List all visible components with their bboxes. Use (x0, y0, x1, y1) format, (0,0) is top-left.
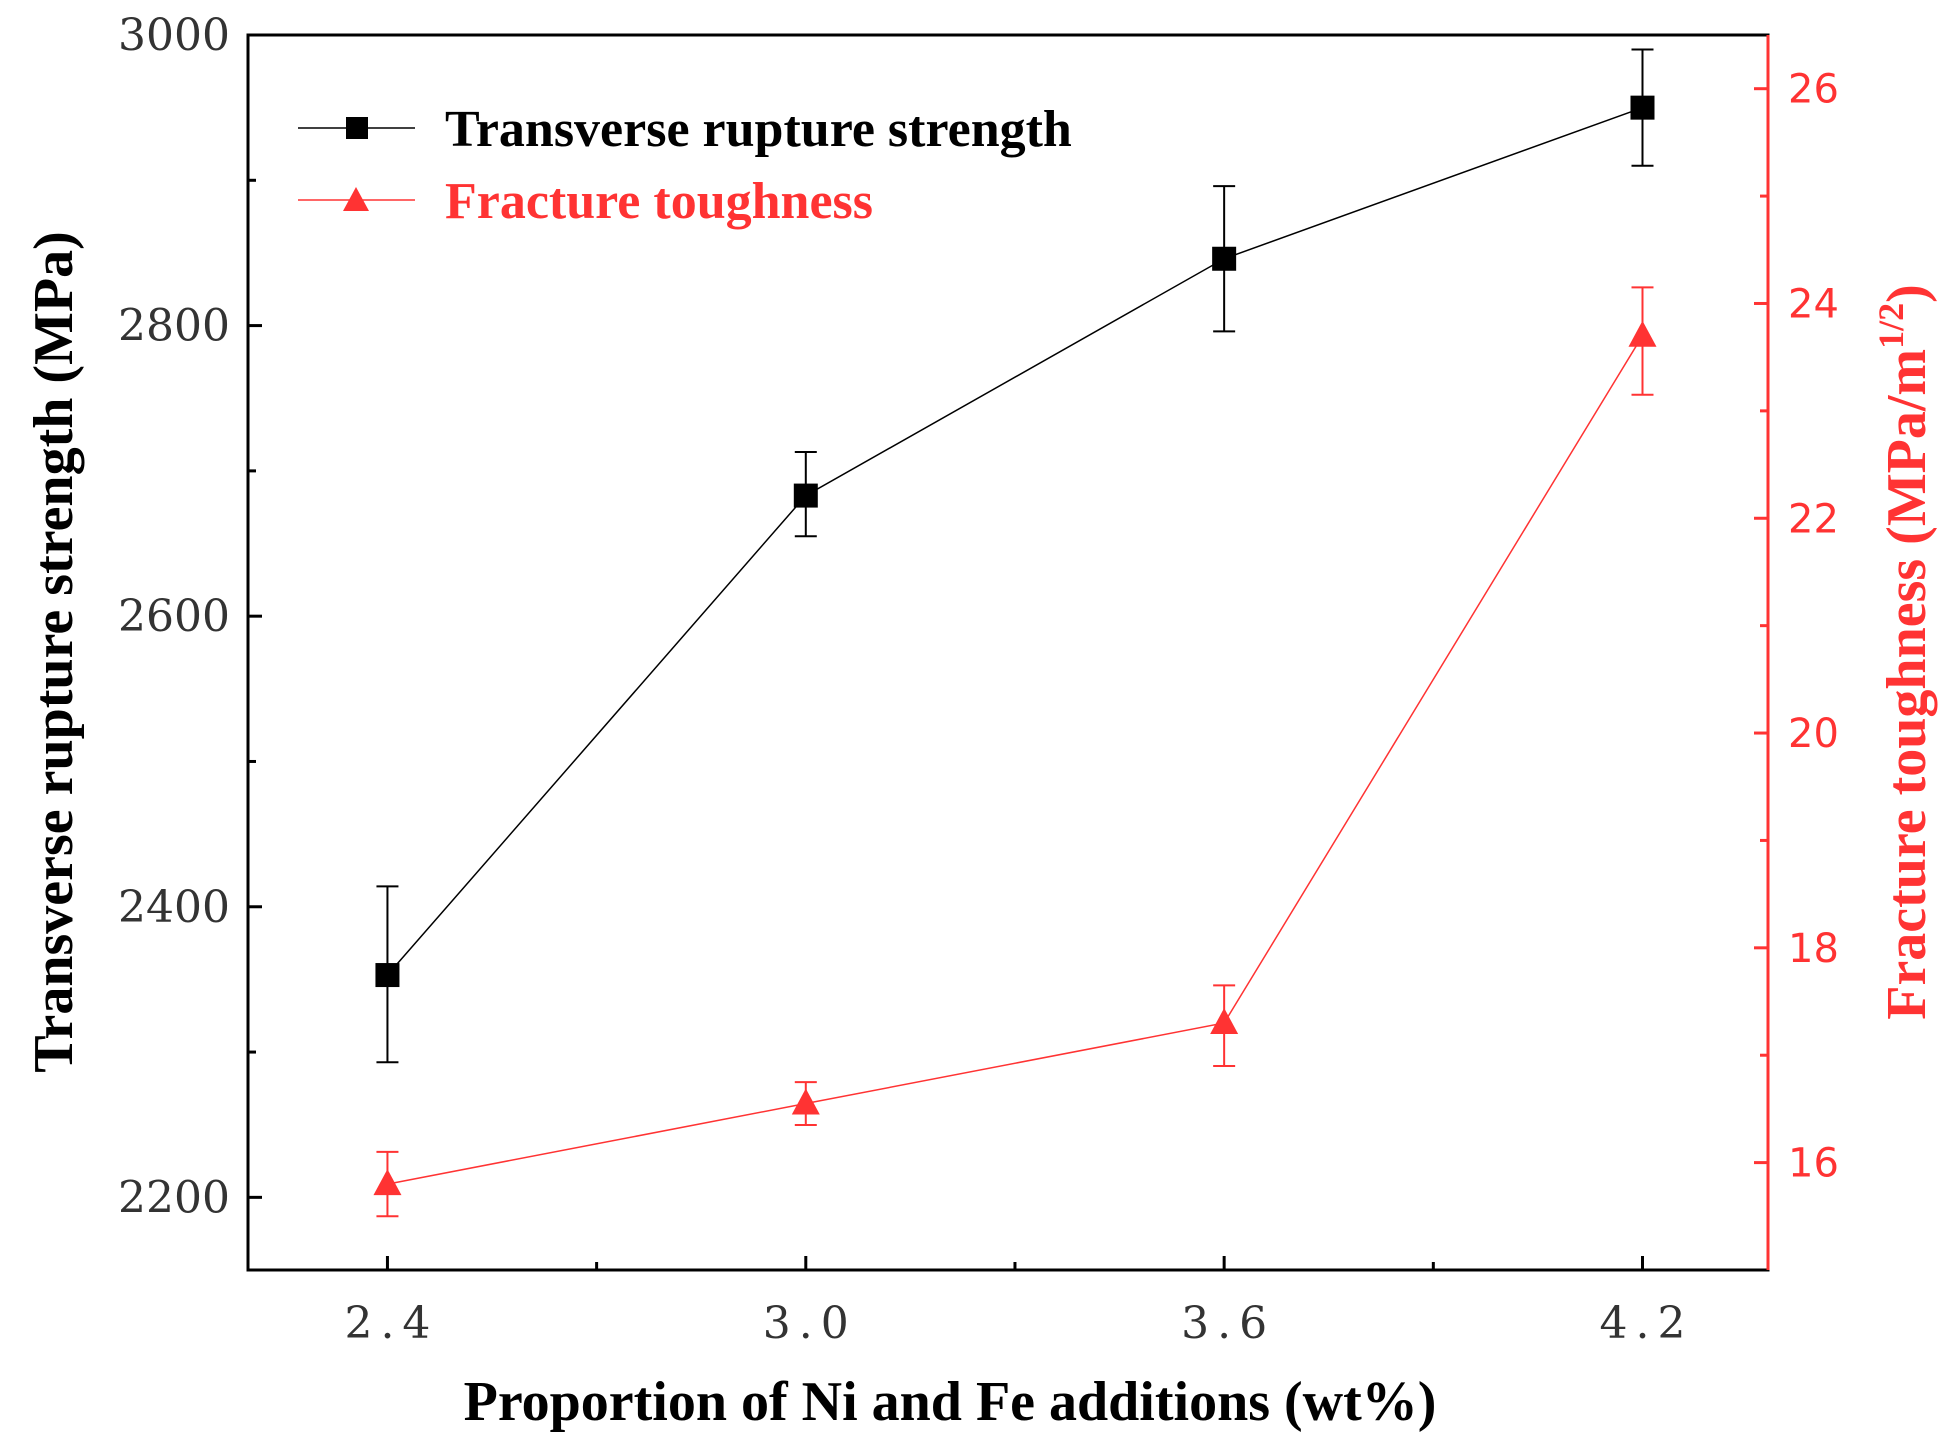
data-point-triangle (791, 1088, 820, 1115)
right-tick-label: 16 (1788, 1141, 1839, 1187)
left-axis-title: Transverse rupture strength (MPa) (23, 231, 85, 1072)
x-tick-label: 2.4 (344, 1298, 438, 1349)
left-axis-ticks: 2200 2400 2600 2800 3000 (118, 10, 262, 1223)
series-strength (375, 48, 1655, 1064)
data-point-square (1212, 246, 1237, 271)
data-point-triangle (373, 1169, 402, 1196)
right-tick-label: 22 (1788, 496, 1839, 542)
right-axis-title: Fracture toughness (MPa/m1/2) (1871, 284, 1938, 1020)
left-tick-label: 2200 (118, 1172, 230, 1223)
legend: Transverse rupture strength Fracture tou… (298, 101, 1072, 230)
left-tick-label: 2800 (118, 301, 230, 352)
right-tick-label: 26 (1788, 67, 1839, 113)
legend-entry-strength: Transverse rupture strength (298, 101, 1072, 158)
series-line (387, 335, 1644, 1185)
data-point-square (793, 483, 818, 508)
x-axis-ticks: 2.4 3.0 3.6 4.2 (344, 1256, 1694, 1349)
data-point-square (375, 963, 400, 988)
x-axis-title: Proportion of Ni and Fe additions (wt%) (464, 1371, 1437, 1433)
series-toughness (373, 286, 1657, 1218)
legend-label-toughness: Fracture toughness (445, 173, 873, 230)
legend-marker-triangle (343, 187, 369, 211)
right-axis-title-close: ) (1876, 284, 1938, 303)
data-point-triangle (1628, 320, 1657, 347)
x-tick-label: 4.2 (1600, 1298, 1694, 1349)
series-line (386, 106, 1643, 976)
left-tick-label: 2400 (118, 882, 230, 933)
data-point-triangle (1210, 1008, 1239, 1034)
right-axis-title-main: Fracture toughness (MPa/m (1876, 349, 1938, 1020)
legend-marker-square (346, 117, 368, 139)
right-tick-label: 20 (1788, 711, 1839, 757)
left-tick-label: 3000 (118, 10, 230, 61)
left-tick-label: 2600 (118, 591, 230, 642)
x-tick-label: 3.6 (1181, 1298, 1275, 1349)
series-layer (373, 48, 1657, 1218)
right-tick-label: 24 (1788, 281, 1839, 327)
right-axis-ticks: 16 18 20 22 24 26 (1754, 67, 1839, 1187)
right-axis-title-sup: 1/2 (1871, 303, 1911, 349)
legend-entry-toughness: Fracture toughness (298, 173, 873, 230)
data-point-square (1630, 95, 1655, 120)
right-tick-label: 18 (1788, 926, 1839, 972)
x-tick-label: 3.0 (763, 1298, 857, 1349)
legend-label-strength: Transverse rupture strength (445, 101, 1072, 158)
